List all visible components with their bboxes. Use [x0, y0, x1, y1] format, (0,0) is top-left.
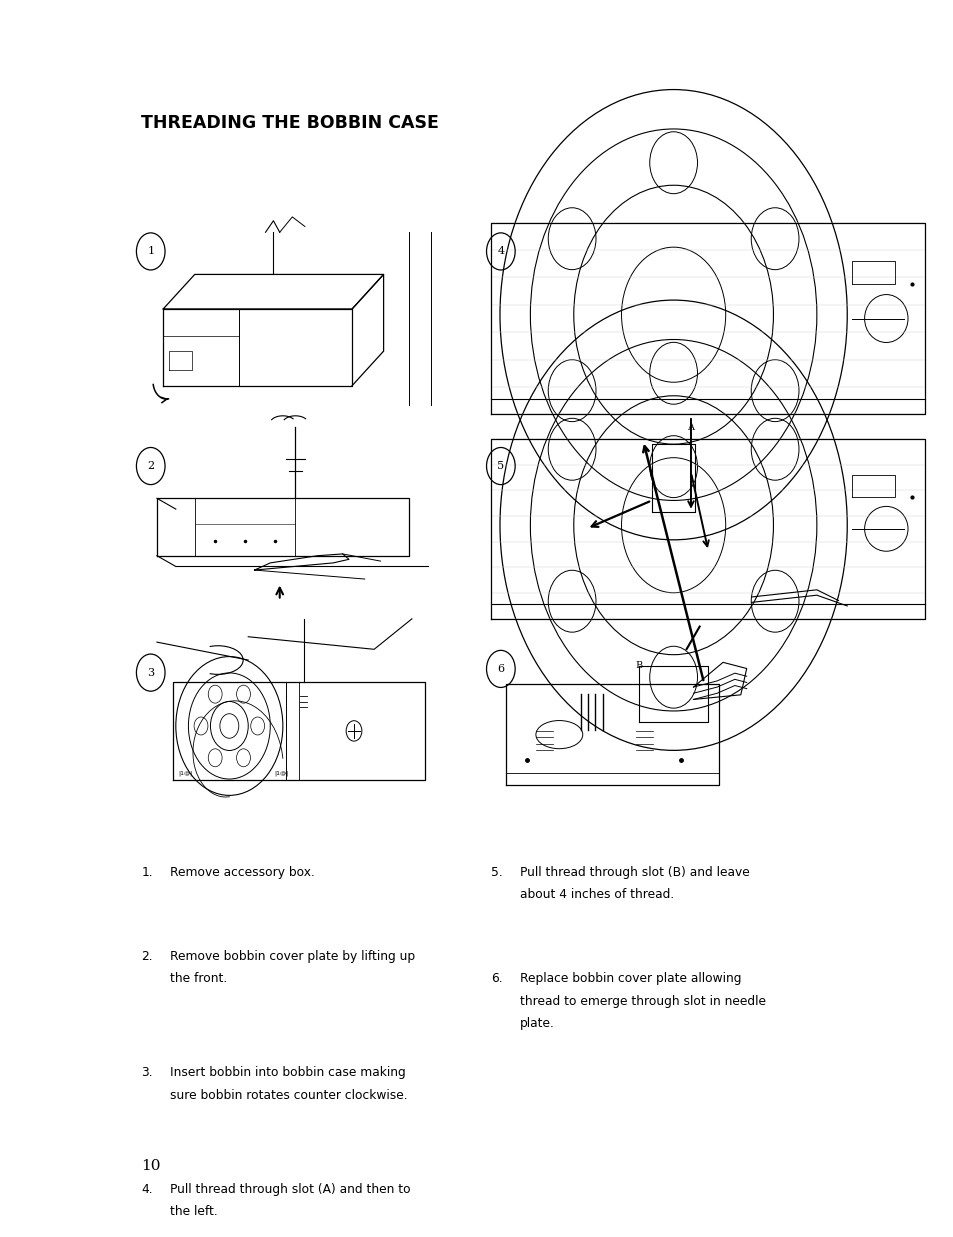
Text: 6.: 6.: [491, 972, 502, 986]
Text: the front.: the front.: [170, 972, 227, 986]
Text: 4.: 4.: [141, 1183, 152, 1196]
Text: A: A: [687, 423, 694, 432]
Text: Remove bobbin cover plate by lifting up: Remove bobbin cover plate by lifting up: [170, 950, 415, 964]
Text: 10: 10: [141, 1159, 160, 1173]
Text: Insert bobbin into bobbin case making: Insert bobbin into bobbin case making: [170, 1066, 405, 1080]
Text: thread to emerge through slot in needle: thread to emerge through slot in needle: [519, 995, 765, 1008]
Text: Pull thread through slot (A) and then to: Pull thread through slot (A) and then to: [170, 1183, 410, 1196]
Text: |1@|: |1@|: [178, 771, 193, 776]
Text: 1.: 1.: [141, 866, 152, 880]
Text: sure bobbin rotates counter clockwise.: sure bobbin rotates counter clockwise.: [170, 1089, 407, 1102]
Text: the left.: the left.: [170, 1205, 217, 1218]
Text: plate.: plate.: [519, 1017, 555, 1030]
Text: 5: 5: [497, 461, 504, 471]
Text: Replace bobbin cover plate allowing: Replace bobbin cover plate allowing: [519, 972, 740, 986]
Text: |1@|: |1@|: [274, 771, 289, 776]
Text: 1: 1: [147, 246, 154, 256]
Text: about 4 inches of thread.: about 4 inches of thread.: [519, 888, 674, 902]
Text: 2.: 2.: [141, 950, 152, 964]
Text: Remove accessory box.: Remove accessory box.: [170, 866, 314, 880]
Text: B: B: [635, 662, 641, 670]
Text: 5.: 5.: [491, 866, 502, 880]
Text: 6: 6: [497, 664, 504, 674]
Text: Pull thread through slot (B) and leave: Pull thread through slot (B) and leave: [519, 866, 749, 880]
Text: 4: 4: [497, 246, 504, 256]
Text: 3: 3: [147, 668, 154, 678]
Text: THREADING THE BOBBIN CASE: THREADING THE BOBBIN CASE: [141, 114, 438, 132]
Text: 3.: 3.: [141, 1066, 152, 1080]
Text: 2: 2: [147, 461, 154, 471]
